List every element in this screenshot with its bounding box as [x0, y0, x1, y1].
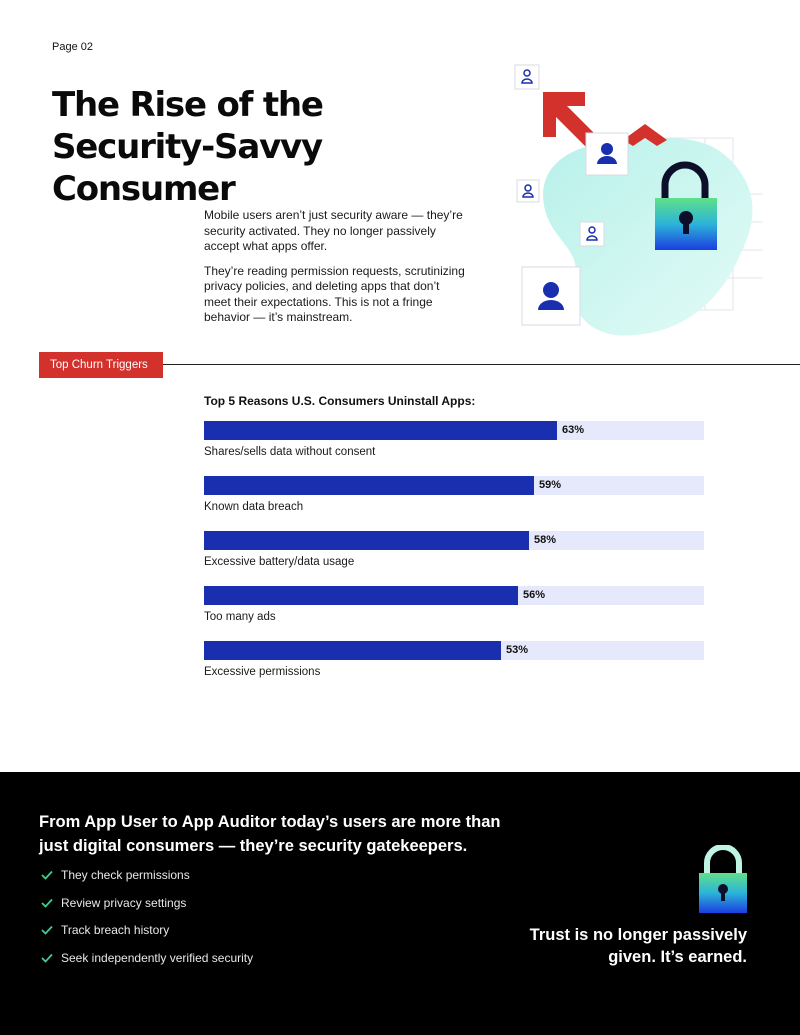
user-card-icon: [514, 64, 540, 90]
bar: [204, 476, 534, 495]
bar-value-label: 58%: [534, 534, 557, 546]
bar-value-label: 59%: [539, 479, 562, 491]
section-tag: Top Churn Triggers: [39, 352, 163, 378]
user-card-icon: [585, 132, 629, 176]
checklist-item: They check permissions: [40, 868, 253, 896]
bar: [204, 641, 501, 660]
user-card-icon: [516, 179, 540, 203]
checklist-item: Seek independently verified security: [40, 951, 253, 979]
quote-line-2: given. It’s earned.: [608, 948, 747, 966]
checklist-item: Review privacy settings: [40, 896, 253, 924]
intro-paragraph-2: They’re reading permission requests, scr…: [204, 263, 465, 325]
padlock-icon: [655, 161, 717, 250]
section-divider: [160, 364, 800, 365]
bar-category-label: Known data breach: [204, 501, 304, 513]
security-illustration: [505, 60, 775, 345]
bar-category-label: Shares/sells data without consent: [204, 446, 376, 458]
checklist-item: Track breach history: [40, 923, 253, 951]
arrow-up-icon: [623, 124, 667, 146]
bar-category-label: Excessive permissions: [204, 666, 321, 678]
quote-line-1: Trust is no longer passively: [529, 926, 747, 944]
checkmark-icon: [41, 925, 53, 935]
footer-quote: Trust is no longer passively given. It’s…: [530, 924, 747, 968]
page-title: The Rise of the Security-Savvy Consumer: [52, 85, 324, 209]
bar: [204, 421, 557, 440]
page-number: Page 02: [52, 41, 93, 53]
bar: [204, 586, 518, 605]
intro-text: Mobile users aren’t just security aware …: [204, 208, 469, 335]
bar-value-label: 63%: [562, 424, 585, 436]
checkmark-icon: [41, 953, 53, 963]
intro-paragraph-1: Mobile users aren’t just security aware …: [204, 208, 463, 253]
checklist-item-label: Review privacy settings: [61, 895, 187, 910]
footer-heading: From App User to App Auditor today’s use…: [39, 813, 501, 855]
bar-category-label: Excessive battery/data usage: [204, 556, 355, 568]
checkmark-icon: [41, 898, 53, 908]
user-card-icon: [521, 266, 581, 326]
checklist-item-label: Seek independently verified security: [61, 950, 254, 965]
bar-value-label: 53%: [506, 644, 529, 656]
bar-value-label: 56%: [523, 589, 546, 601]
padlock-icon: [699, 845, 747, 913]
chart-title: Top 5 Reasons U.S. Consumers Uninstall A…: [204, 394, 476, 408]
footer-panel: From App User to App Auditor today’s use…: [0, 772, 800, 1035]
background-blob: [543, 138, 753, 336]
checkmark-icon: [41, 870, 53, 880]
footer-checklist: They check permissions Review privacy set…: [40, 868, 253, 978]
uninstall-reasons-chart: 63% Shares/sells data without consent 59% K…: [204, 421, 704, 686]
checklist-item-label: They check permissions: [61, 868, 190, 882]
user-card-icon: [579, 221, 605, 247]
bar-category-label: Too many ads: [204, 611, 276, 623]
bar: [204, 531, 529, 550]
checklist-item-label: Track breach history: [61, 923, 170, 937]
